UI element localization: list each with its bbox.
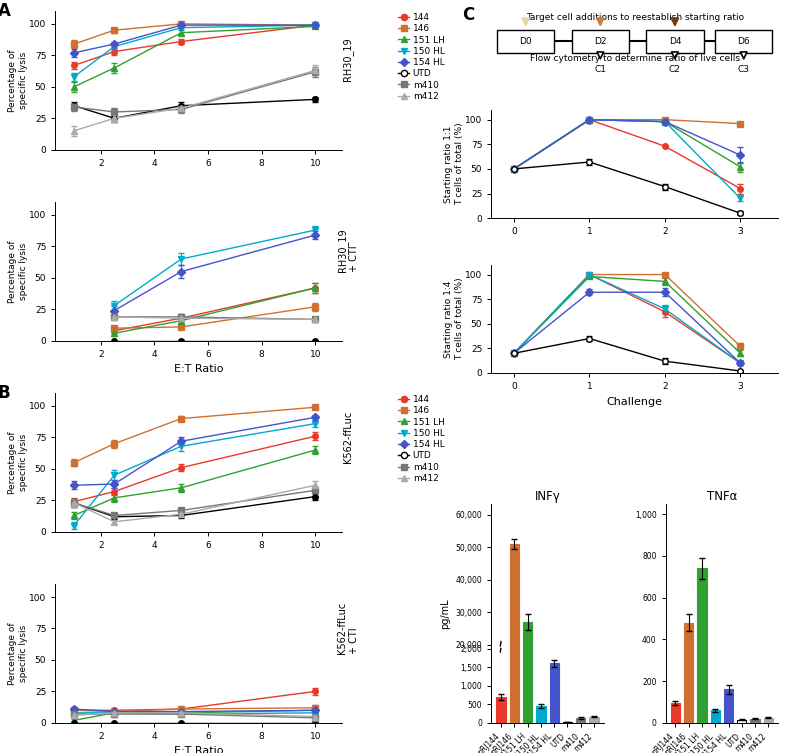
Text: RH30_19: RH30_19	[342, 37, 353, 81]
Bar	[724, 690, 733, 723]
Text: D4: D4	[668, 37, 681, 46]
Text: K562-ffLuc
+ CTI: K562-ffLuc + CTI	[337, 602, 359, 654]
Text: C1: C1	[594, 66, 606, 75]
Text: Flow cytometry to determine ratio of live cells: Flow cytometry to determine ratio of liv…	[530, 54, 739, 63]
Bar	[523, 622, 532, 723]
Bar	[510, 544, 519, 723]
Y-axis label: Percentage of
specific lysis: Percentage of specific lysis	[8, 49, 28, 112]
Text: RH30_19
+ CTI: RH30_19 + CTI	[337, 228, 359, 272]
Text: D2: D2	[594, 37, 607, 46]
FancyBboxPatch shape	[646, 30, 704, 53]
Title: INFγ: INFγ	[535, 489, 560, 502]
Text: D0: D0	[519, 37, 532, 46]
Bar	[671, 703, 680, 723]
Bar	[589, 717, 599, 723]
Legend: 144, 146, 151 LH, 150 HL, 154 HL, UTD, m410, m412: 144, 146, 151 LH, 150 HL, 154 HL, UTD, m…	[398, 13, 445, 101]
Bar	[711, 710, 720, 723]
Text: D6: D6	[737, 37, 750, 46]
Bar	[750, 718, 760, 723]
Y-axis label: pg/mL: pg/mL	[440, 598, 450, 629]
Y-axis label: Percentage of
specific lysis: Percentage of specific lysis	[8, 240, 28, 303]
Bar	[684, 623, 694, 723]
Y-axis label: Starting ratio 1:4
T cells of total (%): Starting ratio 1:4 T cells of total (%)	[444, 278, 464, 360]
FancyBboxPatch shape	[715, 30, 773, 53]
Bar	[496, 697, 506, 723]
Text: K562-ffLuc: K562-ffLuc	[343, 410, 353, 462]
X-axis label: E:T Ratio: E:T Ratio	[174, 364, 224, 374]
FancyBboxPatch shape	[497, 30, 555, 53]
X-axis label: E:T Ratio: E:T Ratio	[174, 746, 224, 753]
Text: C3: C3	[738, 66, 750, 75]
Text: Target cell additions to reestablish starting ratio: Target cell additions to reestablish sta…	[525, 13, 744, 22]
Bar	[737, 720, 747, 723]
Y-axis label: Percentage of
specific lysis: Percentage of specific lysis	[8, 622, 28, 685]
Bar	[550, 663, 559, 723]
Title: TNFα: TNFα	[707, 489, 737, 502]
Bar	[764, 718, 773, 723]
Text: A: A	[0, 2, 11, 20]
Y-axis label: Percentage of
specific lysis: Percentage of specific lysis	[8, 431, 28, 494]
Bar	[536, 706, 546, 723]
Text: B: B	[0, 384, 10, 401]
Legend: 144, 146, 151 LH, 150 HL, 154 HL, UTD, m410, m412: 144, 146, 151 LH, 150 HL, 154 HL, UTD, m…	[398, 395, 445, 483]
X-axis label: Challenge: Challenge	[607, 397, 663, 407]
Text: C2: C2	[669, 66, 681, 75]
FancyBboxPatch shape	[572, 30, 629, 53]
Text: C: C	[463, 6, 475, 24]
Y-axis label: Starting ratio 1:1
T cells of total (%): Starting ratio 1:1 T cells of total (%)	[444, 123, 464, 206]
Bar	[698, 569, 706, 723]
Bar	[576, 718, 585, 723]
